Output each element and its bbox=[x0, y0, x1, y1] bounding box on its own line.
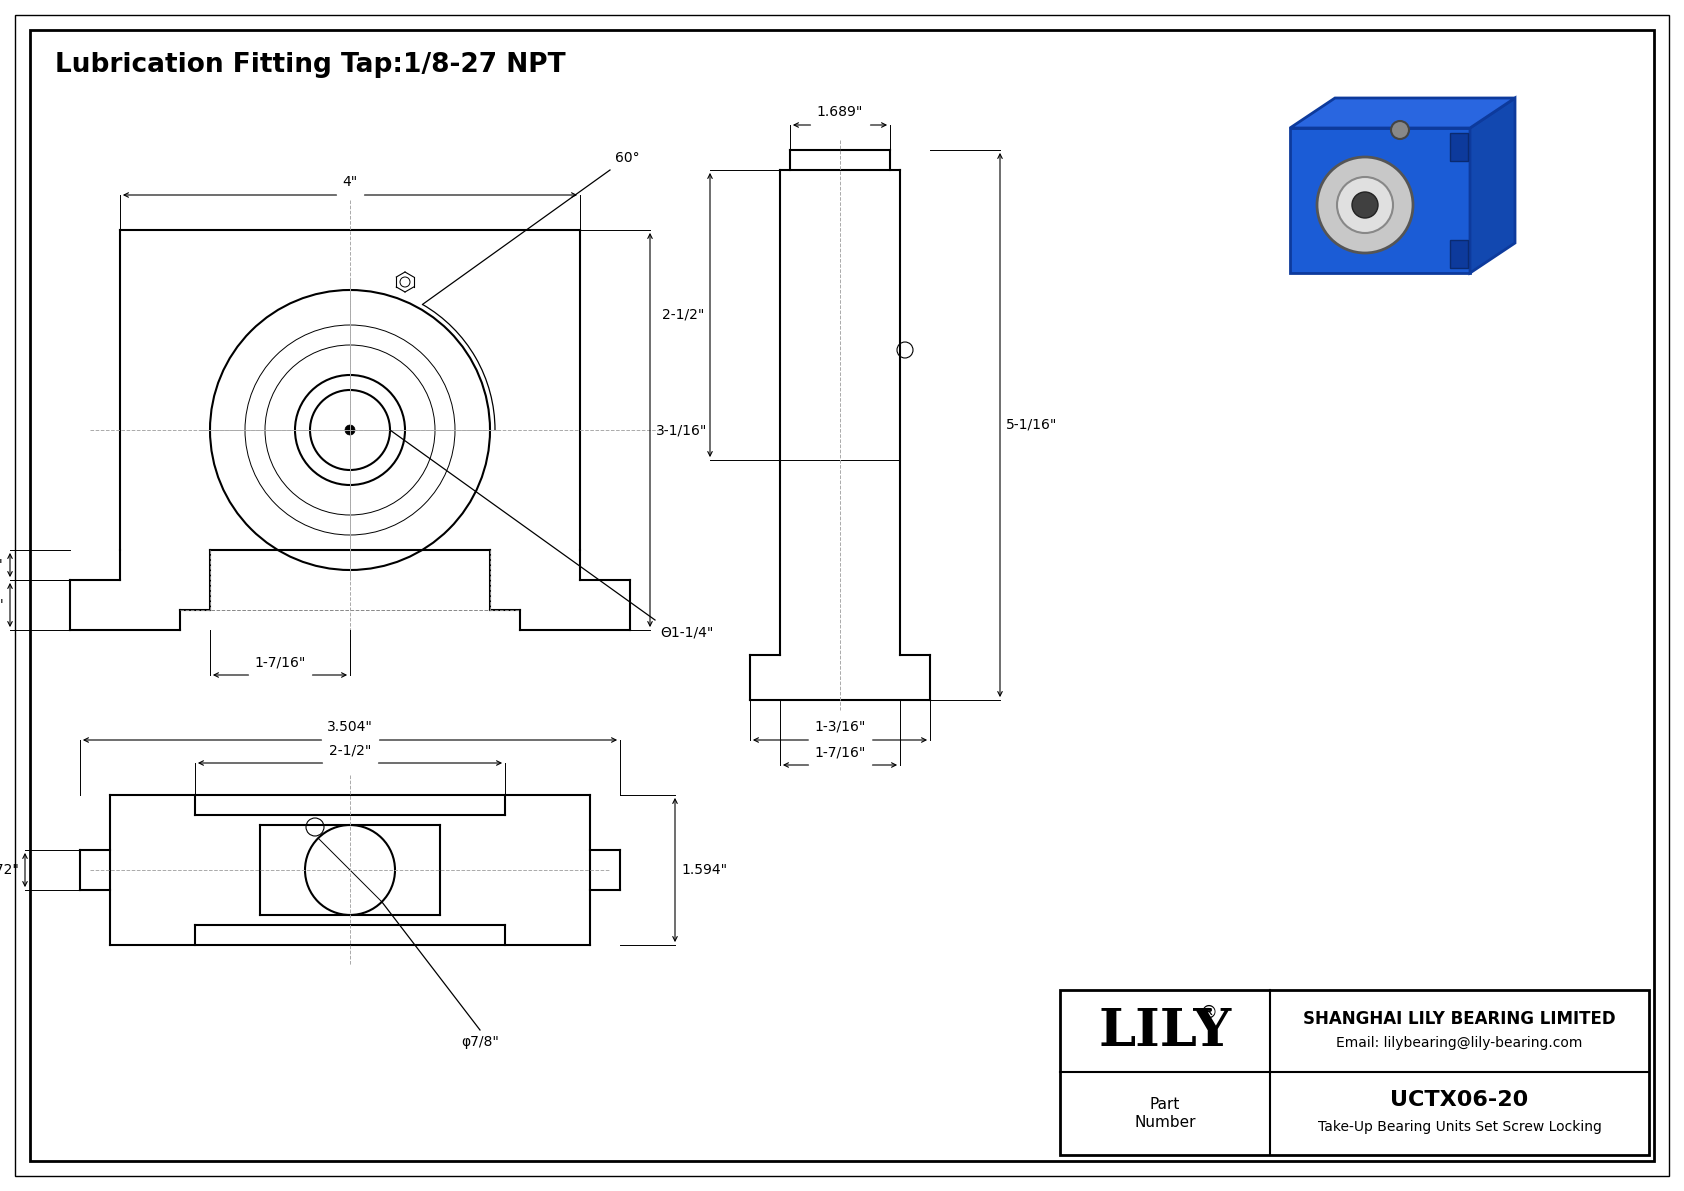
Circle shape bbox=[345, 425, 355, 435]
Text: 1-3/16": 1-3/16" bbox=[815, 721, 866, 734]
Text: φ7/8": φ7/8" bbox=[461, 1035, 498, 1049]
Text: 1/2": 1/2" bbox=[0, 598, 3, 612]
Text: UCTX06-20: UCTX06-20 bbox=[1391, 1091, 1529, 1110]
Text: 3.504": 3.504" bbox=[327, 721, 372, 734]
Text: 5-1/16": 5-1/16" bbox=[1005, 418, 1058, 432]
Polygon shape bbox=[1290, 98, 1516, 127]
Text: 5/8": 5/8" bbox=[0, 559, 3, 572]
Text: 1-7/16": 1-7/16" bbox=[254, 655, 306, 669]
Text: 1.594": 1.594" bbox=[680, 863, 727, 877]
Circle shape bbox=[1391, 121, 1410, 139]
Text: Part
Number: Part Number bbox=[1135, 1097, 1196, 1130]
Text: Email: lilybearing@lily-bearing.com: Email: lilybearing@lily-bearing.com bbox=[1337, 1036, 1583, 1050]
Circle shape bbox=[1317, 157, 1413, 252]
Text: 2-1/2": 2-1/2" bbox=[662, 308, 704, 322]
Text: Lubrication Fitting Tap:1/8-27 NPT: Lubrication Fitting Tap:1/8-27 NPT bbox=[56, 52, 566, 77]
Bar bbox=[1450, 133, 1468, 161]
Circle shape bbox=[1337, 177, 1393, 233]
Text: 1-7/16": 1-7/16" bbox=[815, 746, 866, 759]
Text: SHANGHAI LILY BEARING LIMITED: SHANGHAI LILY BEARING LIMITED bbox=[1303, 1010, 1617, 1028]
Circle shape bbox=[1352, 192, 1378, 218]
Text: 3-1/16": 3-1/16" bbox=[657, 423, 707, 437]
Text: LILY: LILY bbox=[1098, 1005, 1231, 1056]
Text: ®: ® bbox=[1199, 1004, 1218, 1022]
Text: 0.472": 0.472" bbox=[0, 863, 19, 877]
Text: 4": 4" bbox=[342, 175, 357, 189]
Polygon shape bbox=[1470, 98, 1516, 273]
Text: 1.689": 1.689" bbox=[817, 105, 864, 119]
Text: Θ1-1/4": Θ1-1/4" bbox=[660, 625, 714, 640]
Text: 60°: 60° bbox=[615, 151, 640, 166]
Bar bbox=[1059, 990, 1649, 1155]
Text: 2-1/2": 2-1/2" bbox=[328, 743, 370, 757]
Text: Take-Up Bearing Units Set Screw Locking: Take-Up Bearing Units Set Screw Locking bbox=[1317, 1120, 1601, 1134]
Bar bbox=[1290, 127, 1470, 273]
Bar bbox=[1450, 241, 1468, 268]
